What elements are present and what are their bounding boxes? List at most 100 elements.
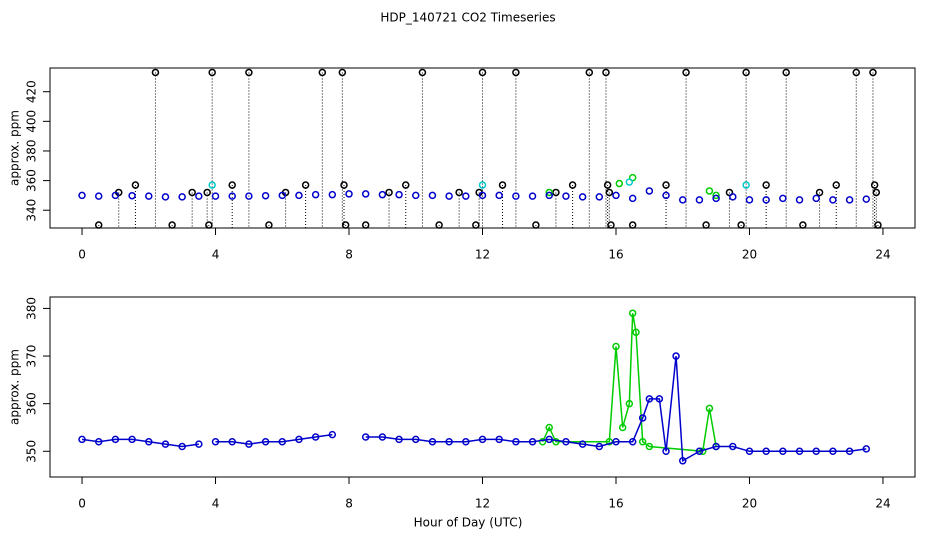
data-point: [161, 193, 170, 201]
data-point: [94, 192, 103, 200]
data-point: [245, 192, 253, 200]
data-point: [745, 196, 754, 204]
data-point: [261, 191, 270, 200]
data-point: [638, 414, 647, 422]
data-point: [678, 196, 687, 204]
data-point: [395, 435, 403, 444]
data-point: [295, 191, 303, 200]
x-tick-label: 8: [345, 497, 353, 511]
data-point: [472, 221, 480, 229]
data-point: [401, 181, 410, 189]
data-point: [265, 221, 273, 229]
data-point: [832, 181, 840, 189]
data-point: [705, 187, 714, 195]
data-point: [168, 221, 176, 229]
data-point: [862, 445, 871, 453]
data-point: [111, 191, 120, 200]
data-point: [605, 188, 614, 197]
data-point: [745, 447, 754, 456]
data-point: [131, 181, 140, 189]
data-point: [712, 194, 720, 203]
x-tick-label: 16: [608, 497, 623, 511]
y-tick-label: 400: [25, 110, 39, 133]
data-point: [385, 188, 393, 197]
data-point: [338, 68, 347, 77]
data-point: [662, 191, 670, 200]
data-point: [161, 440, 170, 448]
data-point: [607, 221, 615, 229]
data-point: [205, 221, 213, 229]
data-point: [361, 190, 370, 198]
series-line: [81, 355, 867, 463]
y-tick-label: 350: [25, 440, 39, 463]
data-point: [729, 193, 737, 201]
data-point: [628, 194, 637, 203]
x-tick-label: 20: [742, 248, 757, 262]
data-point: [94, 438, 103, 446]
data-point: [195, 440, 203, 448]
data-point: [742, 181, 750, 189]
data-point: [603, 181, 612, 189]
data-point: [562, 438, 570, 446]
data-point: [762, 196, 770, 204]
data-point: [228, 192, 236, 200]
data-point: [228, 181, 236, 189]
data-point: [628, 438, 637, 446]
data-point: [632, 328, 640, 336]
data-point: [695, 447, 704, 456]
x-tick-label: 4: [212, 497, 220, 511]
data-point: [78, 435, 86, 444]
y-tick-label: 380: [25, 297, 39, 320]
data-point: [678, 457, 687, 465]
data-point: [498, 181, 507, 189]
data-point: [378, 190, 387, 199]
data-point: [782, 68, 790, 77]
data-point: [615, 179, 624, 188]
x-tick-label: 4: [212, 248, 220, 262]
data-point: [737, 221, 745, 229]
data-point: [478, 435, 487, 444]
data-point: [211, 192, 220, 200]
data-point: [301, 181, 310, 189]
data-point: [762, 447, 770, 456]
data-point: [552, 438, 560, 446]
data-point: [712, 442, 720, 451]
data-point: [762, 181, 770, 189]
data-point: [625, 399, 634, 408]
data-point: [874, 221, 882, 229]
data-point: [872, 188, 881, 197]
data-point: [795, 447, 804, 456]
data-point: [311, 190, 320, 199]
data-point: [455, 188, 463, 197]
data-point: [662, 447, 670, 456]
data-point: [128, 191, 136, 200]
x-tick-label: 8: [345, 248, 353, 262]
data-point: [645, 395, 654, 403]
x-axis-label: Hour of Day (UTC): [414, 516, 523, 530]
data-point: [178, 442, 186, 451]
data-point: [812, 194, 820, 203]
data-point: [799, 221, 807, 229]
data-point: [869, 68, 877, 77]
data-point: [618, 423, 627, 432]
data-point: [151, 68, 160, 77]
data-point: [340, 181, 348, 189]
data-point: [628, 309, 637, 317]
x-tick-label: 12: [475, 497, 490, 511]
data-point: [495, 435, 503, 444]
data-point: [361, 433, 370, 441]
data-point: [445, 192, 453, 200]
data-point: [795, 196, 804, 204]
data-point: [512, 68, 520, 77]
data-point: [245, 440, 253, 448]
data-point: [682, 68, 690, 77]
data-point: [870, 181, 879, 189]
data-point: [228, 438, 236, 446]
data-point: [702, 221, 710, 229]
data-point: [545, 423, 553, 432]
data-point: [412, 191, 420, 200]
data-point: [203, 188, 211, 197]
data-point: [341, 221, 350, 229]
y-tick-label: 380: [25, 140, 39, 163]
series-line: [541, 313, 717, 453]
